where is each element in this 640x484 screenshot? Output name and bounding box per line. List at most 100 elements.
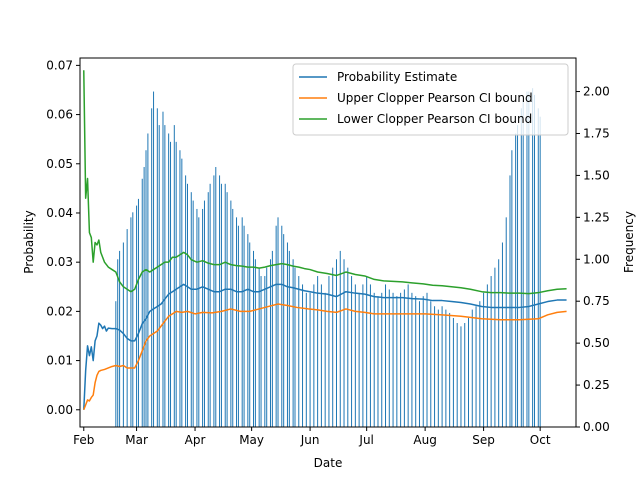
frequency-bar-26: [187, 183, 188, 427]
frequency-bar-9: [141, 178, 143, 427]
frequency-bar-115: [486, 284, 488, 427]
frequency-bar-123: [515, 133, 517, 428]
y-left-tick-label-6: 0.06: [46, 108, 73, 122]
frequency-bar-58: [277, 217, 279, 427]
frequency-bar-45: [241, 217, 243, 427]
frequency-bar-102: [437, 309, 439, 427]
frequency-bar-125: [520, 108, 522, 427]
frequency-bar-113: [479, 301, 481, 427]
y-left-tick-label-3: 0.03: [46, 255, 73, 269]
frequency-bar-97: [418, 301, 420, 427]
frequency-bar-8: [137, 198, 139, 427]
frequency-bar-70: [317, 276, 319, 427]
y-left-tick-label-7: 0.07: [46, 58, 73, 72]
frequency-bar-16: [158, 125, 160, 427]
frequency-bar-90: [392, 292, 394, 427]
frequency-bar-10: [143, 167, 145, 427]
frequency-bar-12: [147, 133, 149, 428]
legend: Probability Estimate Upper Clopper Pearso…: [292, 63, 569, 136]
frequency-bar-64: [294, 267, 296, 427]
frequency-bar-103: [441, 306, 443, 427]
frequency-bar-82: [362, 284, 364, 427]
frequency-bar-66: [302, 284, 304, 427]
frequency-bar-76: [339, 250, 341, 427]
frequency-bar-100: [430, 301, 432, 427]
x-axis-label: Date: [314, 456, 343, 470]
frequency-bar-63: [292, 259, 294, 427]
frequency-bar-93: [403, 289, 405, 427]
frequency-bar-112: [475, 306, 477, 427]
frequency-bar-86: [377, 296, 379, 427]
frequency-bar-20: [170, 141, 172, 428]
frequency-bar-98: [422, 296, 424, 427]
y-right-tick-label-0: 0.00: [583, 420, 610, 434]
frequency-bar-114: [483, 292, 485, 427]
x-tick-label-4: Jun: [300, 433, 320, 447]
frequency-bar-33: [207, 192, 209, 427]
frequency-bar-35: [213, 175, 215, 427]
frequency-bar-43: [236, 217, 238, 427]
frequency-bar-62: [288, 250, 290, 427]
frequency-bar-65: [298, 276, 300, 427]
frequency-bar-99: [426, 292, 428, 427]
frequency-bar-130: [534, 94, 536, 428]
frequency-bar-77: [343, 259, 345, 427]
legend-label-2: Lower Clopper Pearson CI bound: [337, 112, 532, 126]
frequency-bar-60: [283, 234, 285, 427]
frequency-bar-38: [220, 183, 222, 427]
x-axis-ticks: Feb Mar Apr May Jun Jul Aug Sep Oct: [73, 427, 551, 447]
frequency-bar-72: [324, 292, 326, 427]
frequency-bar-44: [237, 225, 239, 427]
legend-label-1: Upper Clopper Pearson CI bound: [337, 91, 533, 105]
frequency-bar-1: [117, 259, 119, 427]
frequency-bar-92: [400, 292, 402, 427]
x-tick-label-2: Apr: [185, 433, 206, 447]
y-axis-left-label: Probability: [22, 210, 36, 273]
frequency-bar-6: [132, 212, 134, 427]
frequency-bar-106: [452, 317, 454, 427]
series-lines: [83, 70, 567, 411]
y-right-tick-label-4: 1.00: [583, 252, 610, 266]
frequency-bar-36: [215, 167, 217, 427]
frequency-bar-105: [449, 312, 451, 427]
y-right-tick-label-1: 0.25: [583, 378, 610, 392]
frequency-bar-111: [471, 309, 473, 427]
y-axis-right-ticks: 0.00 0.25 0.50 0.75 1.00 1.25 1.50 1.75 2.00: [576, 85, 610, 434]
frequency-bar-2: [119, 250, 121, 427]
frequency-bar-96: [415, 296, 417, 427]
frequency-bar-11: [145, 150, 147, 427]
y-right-tick-label-6: 1.50: [583, 168, 610, 182]
x-tick-label-0: Feb: [73, 433, 94, 447]
y-left-tick-label-4: 0.04: [46, 206, 73, 220]
frequency-bar-71: [320, 284, 322, 427]
frequency-bar-80: [354, 284, 356, 427]
y-left-tick-label-5: 0.05: [46, 157, 73, 171]
frequency-bar-124: [517, 125, 519, 427]
frequency-bar-42: [232, 208, 234, 427]
frequency-bar-122: [511, 150, 513, 427]
y-left-tick-label-2: 0.02: [46, 304, 73, 318]
frequency-bar-24: [181, 158, 183, 427]
frequency-bar-46: [243, 225, 245, 427]
x-tick-label-3: May: [239, 433, 264, 447]
frequency-bar-54: [266, 267, 268, 427]
frequency-bar-47: [247, 234, 249, 427]
frequency-bar-68: [309, 292, 311, 427]
frequency-bar-37: [219, 175, 221, 427]
frequency-bar-27: [190, 192, 192, 427]
frequency-bar-101: [434, 306, 436, 427]
frequency-bar-61: [286, 242, 288, 427]
frequency-bar-119: [501, 242, 503, 427]
frequency-bar-132: [539, 116, 541, 427]
frequency-bar-94: [407, 284, 409, 427]
frequency-bar-127: [526, 91, 528, 428]
frequency-bar-129: [532, 88, 534, 427]
y-axis-right-label: Frequency: [622, 211, 636, 273]
frequency-bar-67: [305, 292, 307, 427]
y-axis-left-ticks: 0.00 0.01 0.02 0.03 0.04 0.05 0.06 0.07: [46, 58, 80, 417]
x-tick-label-5: Jul: [358, 433, 373, 447]
x-tick-label-6: Aug: [413, 433, 436, 447]
frequency-bar-91: [396, 296, 398, 427]
